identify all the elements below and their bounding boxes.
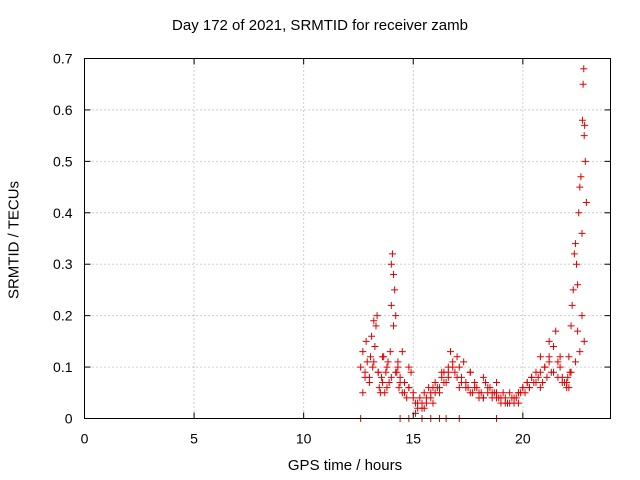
data-point [383,364,390,371]
data-point [359,348,366,355]
data-point [388,302,395,309]
data-point [541,364,548,371]
data-point [376,384,383,391]
data-point [399,348,406,355]
y-tick-label: 0.7 [53,51,73,67]
data-point [371,343,378,350]
data-point [574,328,581,335]
data-point [385,358,392,365]
plot-frame [85,59,611,419]
data-point [405,384,412,391]
y-axis-label: SRMTID / TECUs [6,181,23,299]
data-point [573,261,580,268]
data-point [580,65,587,72]
y-tick-label: 0.2 [53,308,73,324]
data-point [375,369,382,376]
data-point [374,312,381,319]
data-point [368,333,375,340]
data-point [577,173,584,180]
data-point [364,358,371,365]
data-point [579,230,586,237]
data-point [378,374,385,381]
data-point [467,369,474,376]
data-point [580,81,587,88]
data-point [572,358,579,365]
y-tick-label: 0 [65,411,73,427]
data-point [570,286,577,293]
data-point [581,132,588,139]
data-point [581,338,588,345]
data-point [370,358,377,365]
data-point [379,379,386,386]
x-axis-label: GPS time / hours [0,457,640,474]
x-tick-label: 10 [296,431,312,447]
data-point [369,364,376,371]
y-tick-label: 0.3 [53,256,73,272]
data-point [554,374,561,381]
data-point [582,158,589,165]
data-point [550,343,557,350]
data-point [460,358,467,365]
data-point [379,353,386,360]
data-point [362,374,369,381]
data-point [456,364,463,371]
data-point [363,338,370,345]
data-point [359,389,366,396]
y-tick-label: 0.1 [53,359,73,375]
data-point [390,322,397,329]
data-point [568,369,575,376]
data-point [575,209,582,216]
data-point [454,353,461,360]
data-point [493,379,500,386]
data-point [572,240,579,247]
x-tick-label: 0 [81,431,89,447]
data-point [366,379,373,386]
data-point [569,302,576,309]
data-point [392,312,399,319]
chart-title: Day 172 of 2021, SRMTID for receiver zam… [0,17,640,34]
data-point [447,348,454,355]
data-point [565,353,572,360]
y-tick-label: 0.4 [53,205,73,221]
data-points [357,65,590,422]
x-tick-label: 15 [405,431,421,447]
data-point [552,328,559,335]
grid-lines [85,59,611,419]
data-point [546,358,553,365]
data-point [397,379,404,386]
y-tick-label: 0.5 [53,153,73,169]
data-point [367,353,374,360]
data-point [387,348,394,355]
data-point [576,348,583,355]
data-point [543,374,550,381]
data-point [357,364,364,371]
data-point [391,286,398,293]
data-point [583,199,590,206]
data-point [537,353,544,360]
data-point [568,322,575,329]
data-point [579,312,586,319]
data-point [389,250,396,257]
x-tick-label: 20 [515,431,531,447]
x-tick-label: 5 [190,431,198,447]
data-point [388,261,395,268]
data-point [382,369,389,376]
y-tick-label: 0.6 [53,102,73,118]
data-point [571,250,578,257]
data-point [576,184,583,191]
data-point [546,338,553,345]
data-point [574,281,581,288]
data-point [396,384,403,391]
data-point [390,271,397,278]
